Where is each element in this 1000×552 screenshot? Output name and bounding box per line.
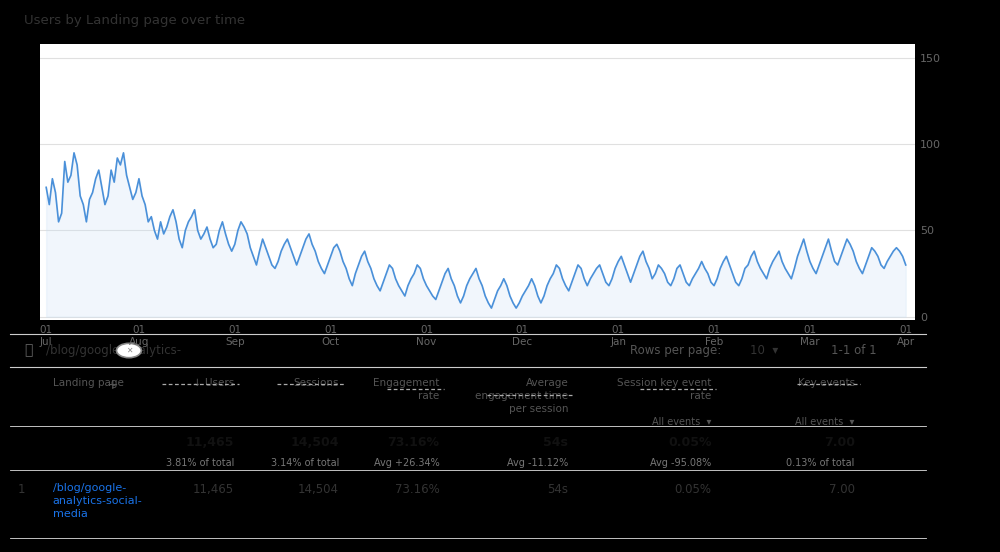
Text: 10  ▾: 10 ▾ <box>750 344 778 357</box>
Text: All events  ▾: All events ▾ <box>795 417 855 427</box>
Text: 0.05%: 0.05% <box>674 483 711 496</box>
Text: Key events: Key events <box>798 378 855 388</box>
Text: ›: › <box>882 296 890 316</box>
Text: 54s: 54s <box>547 483 568 496</box>
Text: 1: 1 <box>17 483 25 496</box>
Text: Engagement
rate: Engagement rate <box>373 378 439 401</box>
Text: 73.16%: 73.16% <box>395 483 439 496</box>
Text: 7.00: 7.00 <box>824 436 855 449</box>
Text: 3.14% of total: 3.14% of total <box>271 458 339 468</box>
Text: 0.13% of total: 0.13% of total <box>786 458 855 468</box>
Text: 0.05%: 0.05% <box>668 436 711 449</box>
Text: 54s: 54s <box>543 436 568 449</box>
Text: /blog/google-analytics-: /blog/google-analytics- <box>46 344 181 357</box>
Text: Average
engagement time
per session: Average engagement time per session <box>475 378 568 413</box>
Text: Rows per page:: Rows per page: <box>630 344 722 357</box>
FancyBboxPatch shape <box>563 91 893 160</box>
Text: 7.00: 7.00 <box>829 483 855 496</box>
Text: 1-1 of 1: 1-1 of 1 <box>831 344 876 357</box>
Text: 14,504: 14,504 <box>298 483 339 496</box>
Text: Avg -95.08%: Avg -95.08% <box>650 458 711 468</box>
Text: 3.81% of total: 3.81% of total <box>166 458 234 468</box>
Text: 11,465: 11,465 <box>193 483 234 496</box>
Text: Sessions: Sessions <box>294 378 339 388</box>
Text: /blog/google-
analytics-social-
media: /blog/google- analytics-social- media <box>53 483 142 518</box>
Text: ⌕: ⌕ <box>24 343 32 358</box>
Text: Avg -11.12%: Avg -11.12% <box>507 458 568 468</box>
Text: All events  ▾: All events ▾ <box>652 417 711 427</box>
Text: ↓ Users: ↓ Users <box>193 378 234 388</box>
Text: Landing page: Landing page <box>53 378 123 388</box>
Text: 14,504: 14,504 <box>291 436 339 449</box>
Text: Users by Landing page over time: Users by Landing page over time <box>24 14 245 27</box>
Text: ✕: ✕ <box>126 346 132 355</box>
Text: 73.16%: 73.16% <box>387 436 439 449</box>
Text: +: + <box>107 378 119 392</box>
Text: Session key event
rate: Session key event rate <box>617 378 711 401</box>
Circle shape <box>117 343 141 358</box>
Text: Traffic has dropped by 50%: Traffic has dropped by 50% <box>590 116 866 135</box>
Text: 11,465: 11,465 <box>186 436 234 449</box>
Text: Avg +26.34%: Avg +26.34% <box>374 458 439 468</box>
